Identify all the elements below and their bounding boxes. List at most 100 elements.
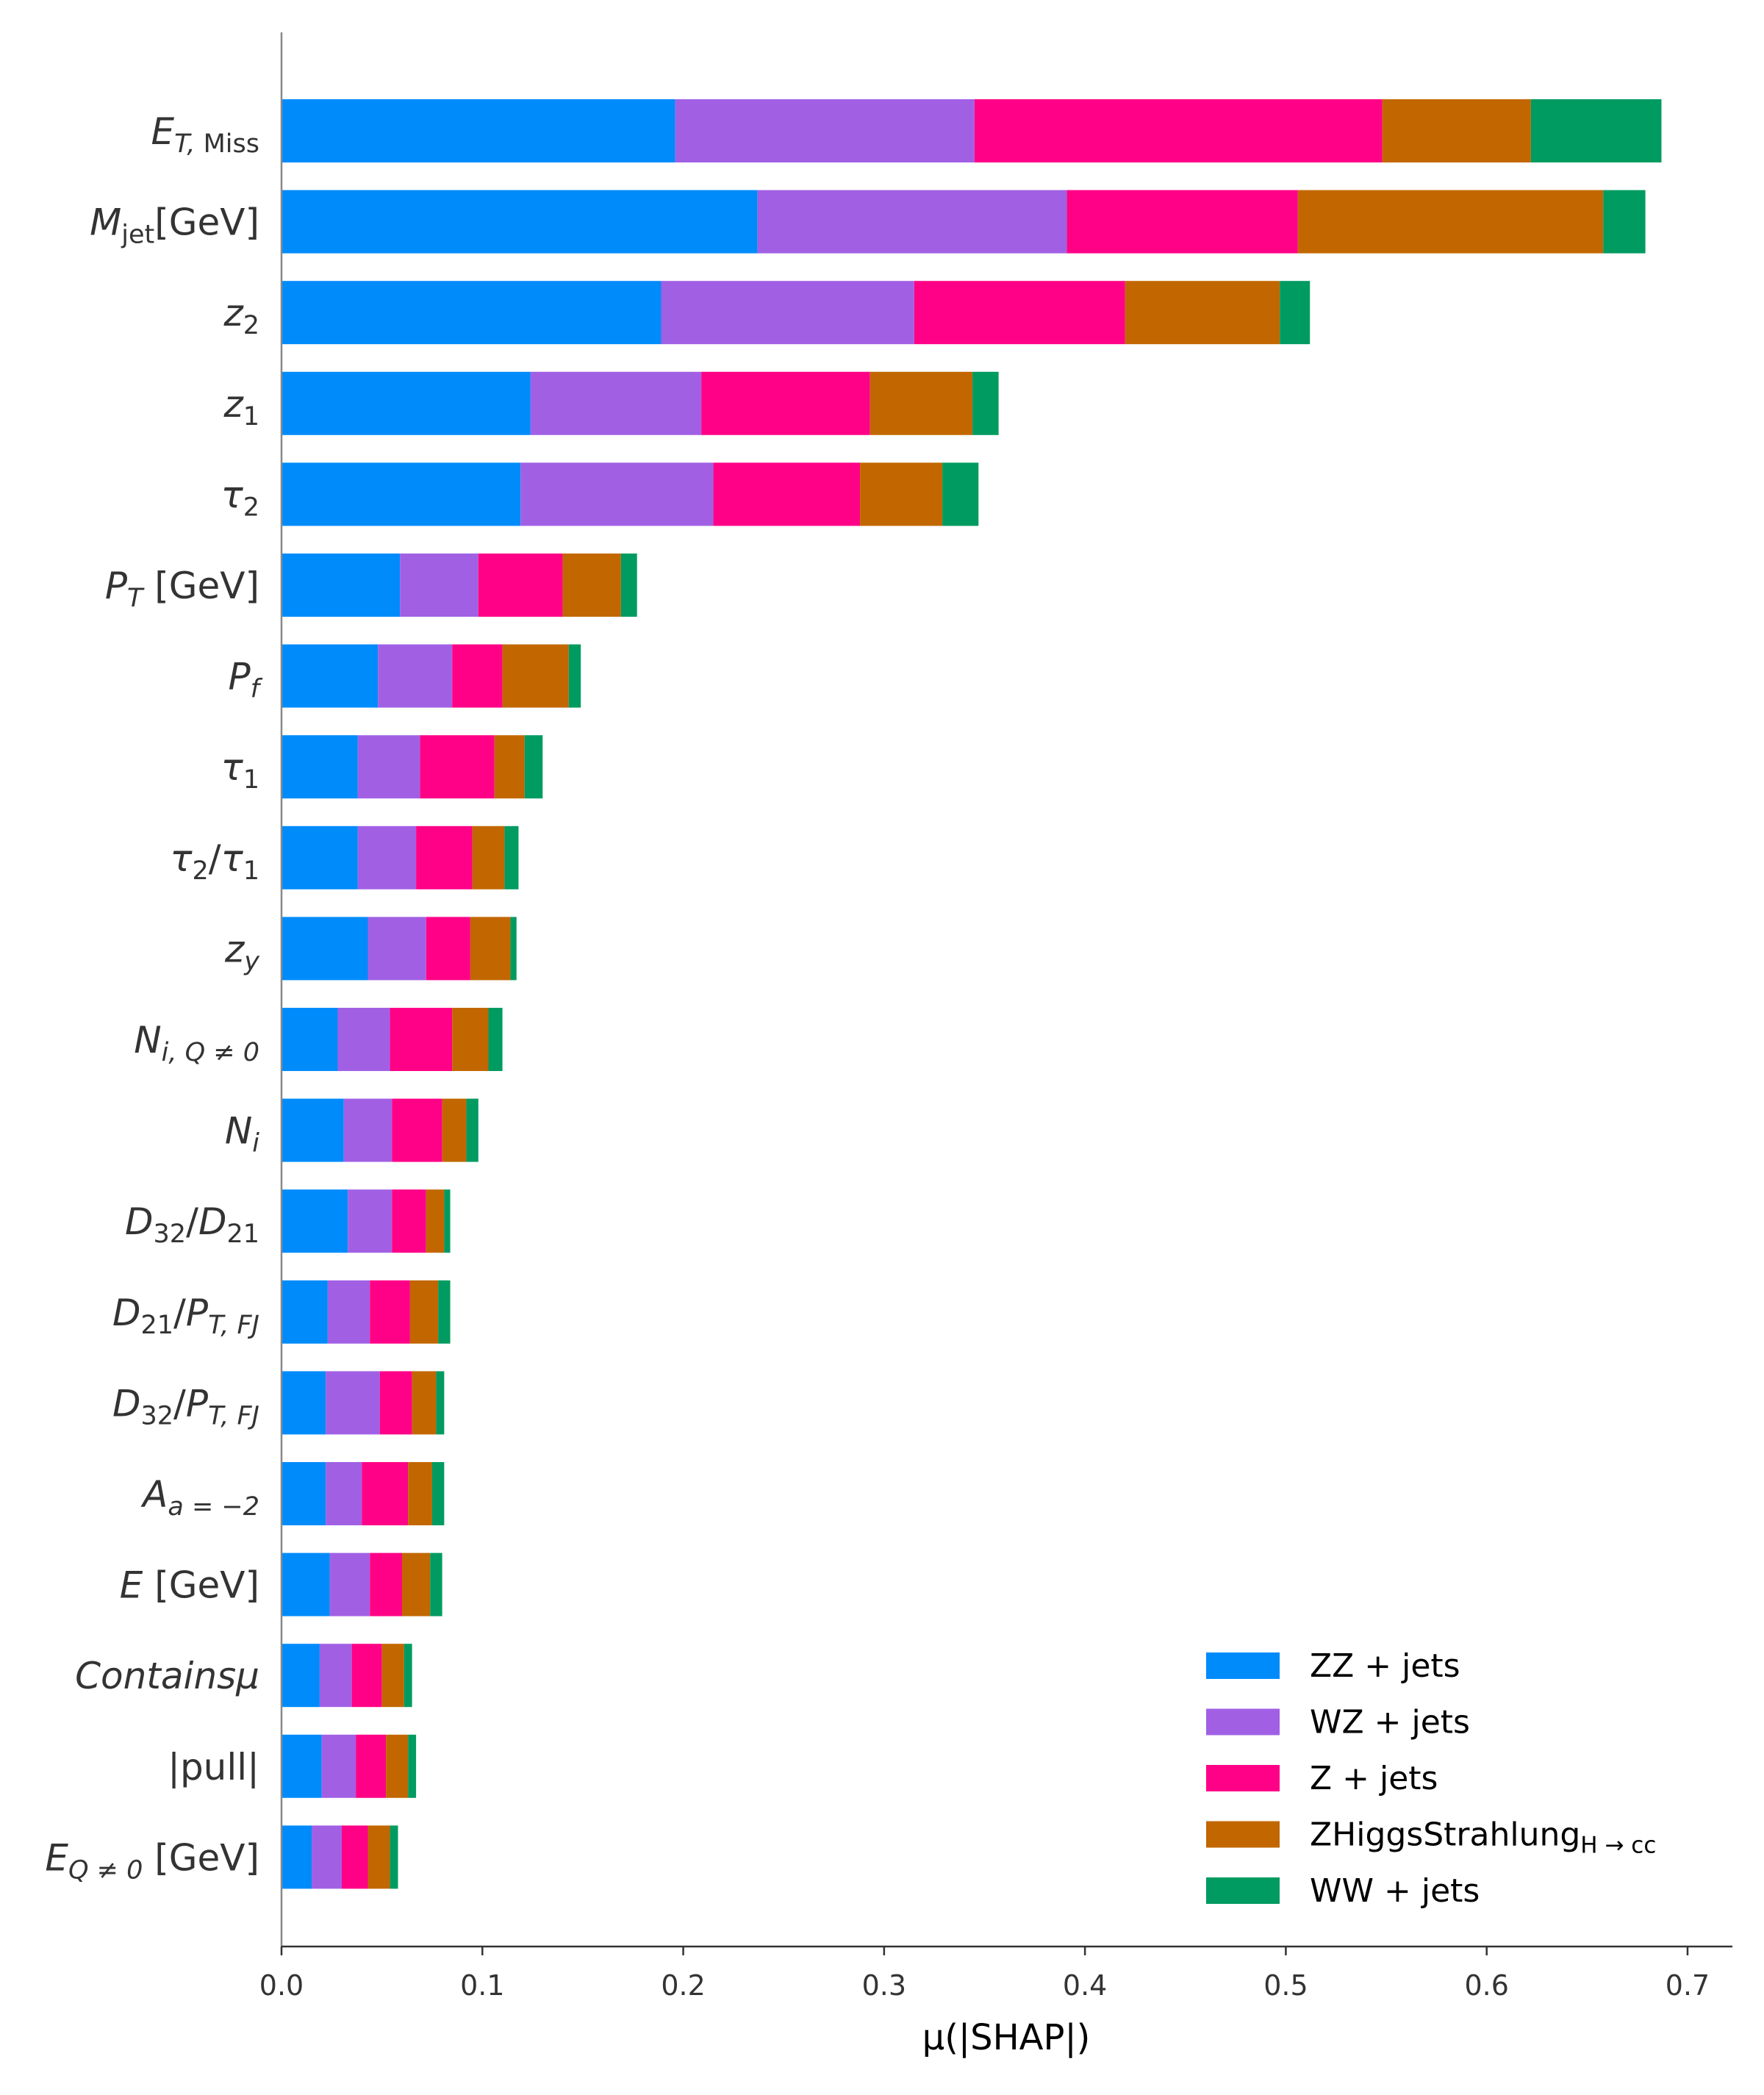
y-tick-label-tau1: τ1 [221,746,259,795]
legend-swatch-0 [1206,1652,1280,1679]
bar-pt-series-3 [562,554,621,617]
bar-zy-series-3 [470,917,511,981]
bar-et_miss-series-1 [675,99,975,162]
bar-d21_ptfj-series-4 [438,1280,451,1344]
bar-z2-series-3 [1125,281,1280,345]
y-tick-label-zy: zy [224,928,260,976]
bar-pt-series-0 [282,554,401,617]
bar-z2-series-0 [282,281,662,345]
y-tick-label-n_i: Ni [225,1110,259,1158]
bar-d32_d21-series-3 [426,1189,445,1253]
bar-d32_d21-series-1 [348,1189,392,1253]
bar-m_jet-series-3 [1297,190,1604,254]
x-tick-label-6: 0.6 [1464,1969,1508,2002]
x-tick-label-7: 0.7 [1666,1969,1710,2002]
y-tick-label-z1: z1 [223,383,259,431]
bar-a_m2-series-3 [408,1462,432,1525]
bar-contains_mu-series-0 [282,1644,320,1708]
legend-swatch-2 [1206,1765,1280,1791]
bar-e_q-series-1 [311,1825,342,1889]
bar-pf-series-2 [452,644,503,708]
bar-d32_ptfj-series-4 [436,1371,445,1435]
bar-contains_mu-series-3 [381,1644,404,1708]
bar-et_miss-series-3 [1382,99,1531,162]
bar-e_q-series-3 [368,1825,390,1889]
bar-tau2-series-4 [942,462,979,526]
y-axis-labels: ET, Miss Mjet[GeV] z2 z1 τ2 PT [GeV] Pf τ1 τ2/τ1… [45,110,262,1885]
bar-pf-series-0 [282,644,379,708]
bar-a_m2-series-4 [431,1462,445,1525]
bar-z1-series-3 [870,371,973,435]
bar-et_miss-series-0 [282,99,675,162]
bar-e-series-4 [430,1553,442,1616]
bar-n_i-series-1 [343,1098,392,1162]
y-tick-label-e: E [GeV] [120,1564,259,1607]
bars-layer [282,99,1662,1889]
bar-contains_mu-series-4 [404,1644,412,1708]
bar-d32_d21-series-4 [444,1189,451,1253]
bar-n_i-series-4 [466,1098,478,1162]
x-axis-label: μ(|SHAP|) [922,2017,1091,2058]
bar-d32_ptfj-series-2 [379,1371,412,1435]
bar-z1-series-4 [972,371,999,435]
bar-z2-series-1 [661,281,914,345]
legend-swatch-4 [1206,1877,1280,1904]
y-tick-label-pt: PT [GeV] [105,565,259,613]
bar-e_q-series-0 [282,1825,312,1889]
bar-pull-series-3 [386,1734,409,1798]
bar-m_jet-series-2 [1066,190,1298,254]
bar-n_iq-series-1 [337,1008,390,1071]
y-tick-label-d32_ptfj: D32/PT, FJ [112,1382,259,1430]
bar-e-series-3 [401,1553,431,1616]
bar-d21_ptfj-series-2 [370,1280,410,1344]
y-tick-label-d32_d21: D32/D21 [125,1200,259,1249]
bar-z1-series-0 [282,371,531,435]
x-tick-label-2: 0.2 [661,1969,705,2002]
legend-label-1: WZ + jets [1310,1704,1470,1741]
bar-d32_ptfj-series-1 [326,1371,380,1435]
y-tick-label-n_iq: Ni, Q ≠ 0 [134,1019,259,1067]
bar-tau2-series-3 [860,462,943,526]
bar-n_iq-series-3 [452,1008,489,1071]
bar-z2-series-4 [1280,281,1311,345]
bar-pf-series-1 [378,644,453,708]
bar-n_i-series-2 [392,1098,442,1162]
bar-tau1-series-3 [494,735,525,799]
y-tick-label-pf: Pf [229,656,263,704]
y-tick-label-tau2: τ2 [221,473,259,522]
bar-e-series-2 [370,1553,402,1616]
bar-tau1-series-4 [524,735,543,799]
bar-m_jet-series-4 [1603,190,1646,254]
bar-et_miss-series-2 [974,99,1383,162]
bar-pull-series-0 [282,1734,322,1798]
bar-tau21-series-4 [504,826,519,889]
bar-tau21-series-1 [357,826,417,889]
bar-e_q-series-4 [390,1825,398,1889]
bar-a_m2-series-2 [362,1462,409,1525]
bar-n_iq-series-0 [282,1008,338,1071]
bar-n_i-series-3 [442,1098,467,1162]
bar-d21_ptfj-series-1 [327,1280,370,1344]
bar-pull-series-1 [321,1734,356,1798]
legend-label-0: ZZ + jets [1310,1647,1460,1685]
bar-e-series-1 [329,1553,370,1616]
bar-tau1-series-0 [282,735,358,799]
bar-pt-series-2 [478,554,563,617]
bar-tau2-series-0 [282,462,521,526]
bar-n_iq-series-4 [488,1008,503,1071]
bar-zy-series-1 [368,917,426,981]
legend-swatch-1 [1206,1708,1280,1736]
bar-pull-series-4 [408,1734,417,1798]
bar-m_jet-series-0 [282,190,758,254]
y-tick-label-pull: |pull| [168,1746,259,1788]
y-tick-label-m_jet: Mjet[GeV] [90,201,259,250]
y-tick-label-d21_ptfj: D21/PT, FJ [112,1292,259,1340]
y-tick-label-et_miss: ET, Miss [151,110,259,159]
bar-d21_ptfj-series-0 [282,1280,328,1344]
x-tick-label-5: 0.5 [1263,1969,1308,2002]
y-tick-label-contains_mu: Containsμ [75,1655,259,1697]
bar-a_m2-series-1 [326,1462,362,1525]
bar-m_jet-series-1 [757,190,1067,254]
legend-label-4: WW + jets [1310,1872,1480,1910]
